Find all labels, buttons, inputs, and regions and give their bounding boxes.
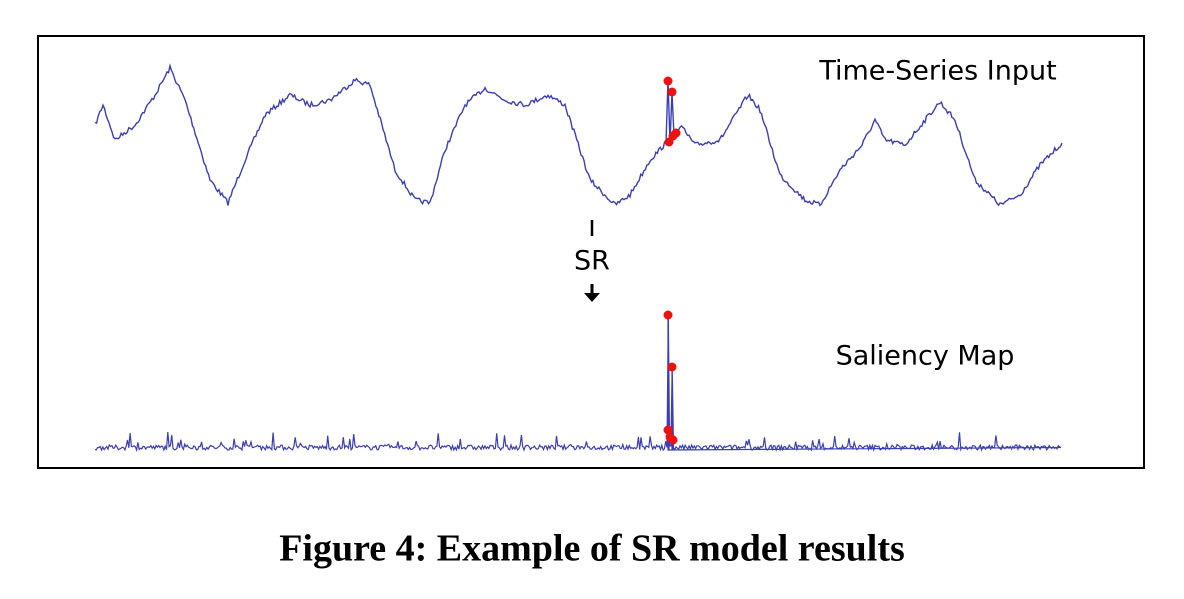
anomaly-dot bbox=[671, 128, 681, 138]
anomaly-dot bbox=[667, 362, 677, 372]
anomaly-dot bbox=[663, 425, 673, 435]
arrow-head bbox=[584, 293, 600, 302]
input-series bbox=[94, 63, 1063, 207]
anomaly-dot bbox=[667, 87, 677, 97]
operator-label: SR bbox=[574, 246, 610, 277]
saliency-series bbox=[94, 314, 1062, 453]
anomaly-dot bbox=[663, 76, 673, 86]
anomaly-points bbox=[663, 76, 681, 445]
anomaly-dot bbox=[663, 310, 673, 320]
output-label: Saliency Map bbox=[836, 341, 1015, 372]
caption: Figure 4: Example of SR model results bbox=[279, 528, 905, 570]
panel-frame bbox=[37, 35, 1145, 469]
anomaly-dot bbox=[668, 435, 678, 445]
input-label: Time-Series Input bbox=[818, 56, 1056, 87]
